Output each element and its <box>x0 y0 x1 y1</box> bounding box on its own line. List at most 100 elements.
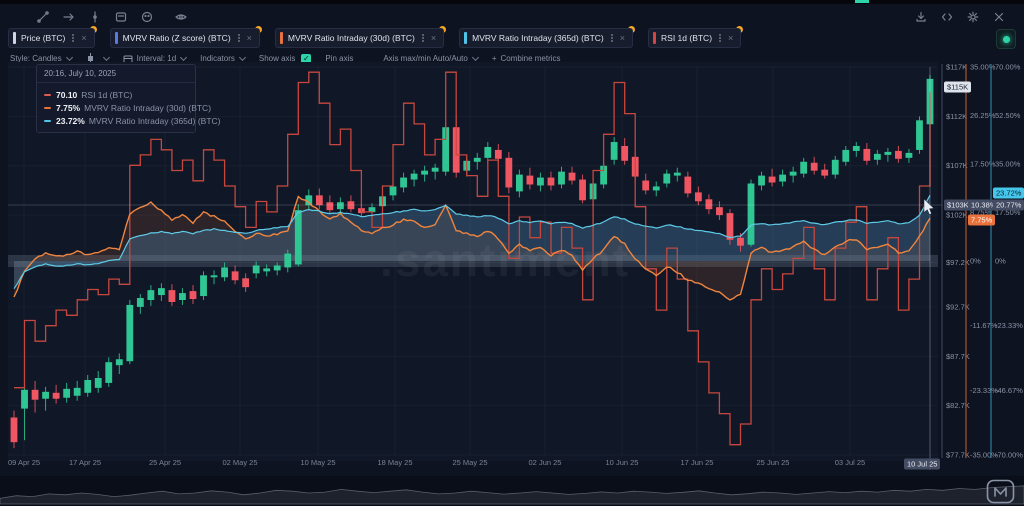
metric-tab[interactable]: MVRV Ratio Intraday (365d) (BTC) × <box>459 28 634 48</box>
vertical-line-icon[interactable] <box>86 8 104 26</box>
candle-body <box>905 152 913 158</box>
candle-body <box>568 172 576 181</box>
window-toolbar <box>912 8 1016 26</box>
candle-body <box>737 237 744 246</box>
tab-close-icon[interactable]: × <box>81 32 87 43</box>
show-axis-toggle[interactable]: Show axis ✓ <box>258 53 312 64</box>
mvrv30d-area <box>14 196 930 300</box>
timeline-sparkline <box>0 485 1024 505</box>
status-indicator-button[interactable] <box>996 29 1016 49</box>
price-value-badge: $115K <box>944 81 972 93</box>
settings-gear-icon[interactable] <box>964 8 982 26</box>
arrow-icon[interactable] <box>60 8 78 26</box>
metric-tab[interactable]: MVRV Ratio Intraday (30d) (BTC) × <box>274 28 445 48</box>
chart-settings-toolbar: Style: Candles Interval: 1d Indicators S… <box>10 53 575 64</box>
candle-body <box>726 213 734 240</box>
candle-body <box>10 417 18 443</box>
tab-menu-dots-icon[interactable] <box>610 37 613 39</box>
tab-label: MVRV Ratio Intraday (365d) (BTC) <box>472 33 604 43</box>
mvrv365-axis-tick-label: -23.33% <box>995 321 1023 330</box>
tab-close-icon[interactable]: × <box>430 32 437 43</box>
candle-body <box>758 175 765 186</box>
mouse-cursor <box>923 198 935 215</box>
santiment-logo <box>986 479 1016 506</box>
date-axis-label: 03 Jul 25 <box>835 458 865 467</box>
date-axis-label: 02 May 25 <box>222 458 257 467</box>
close-icon[interactable] <box>990 8 1008 26</box>
tab-close-icon[interactable]: × <box>246 32 252 43</box>
zero-baseline-band <box>8 255 938 267</box>
tab-close-icon[interactable]: × <box>728 32 734 43</box>
indicators-menu[interactable]: Indicators <box>200 53 246 63</box>
tab-label: RSI 1d (BTC) <box>661 33 713 43</box>
price-axis-tick-label: $107K <box>946 161 968 170</box>
candle-body <box>895 150 902 159</box>
tab-menu-dots-icon[interactable] <box>421 37 424 39</box>
timeline-scrubber[interactable] <box>0 476 1024 506</box>
mvrv30-axis-tick-label: -23.33% <box>970 386 998 395</box>
trend-line-icon[interactable] <box>34 8 52 26</box>
candle-body <box>263 268 271 272</box>
axis-mode-selector[interactable]: Axis max/min Auto/Auto <box>383 53 479 63</box>
candle-body <box>84 379 92 393</box>
combine-metrics-button[interactable]: + Combine metrics <box>492 54 561 63</box>
candle-body <box>663 173 671 184</box>
tooltip-datetime: 20:16, July 10, 2025 <box>37 65 195 83</box>
candle-body <box>389 186 397 196</box>
style-selector[interactable]: Style: Candles <box>10 53 73 63</box>
tab-menu-dots-icon[interactable] <box>237 37 240 39</box>
eye-icon[interactable] <box>172 8 190 26</box>
mvrv30-axis-tick-label: -11.67% <box>970 321 998 330</box>
plus-icon: + <box>491 54 497 63</box>
candle-body <box>547 177 555 186</box>
candle-body <box>158 288 165 296</box>
tab-color-bar <box>114 32 118 44</box>
mvrv365-axis-tick-label: 52.50% <box>995 111 1021 120</box>
tab-label: Price (BTC) <box>21 33 66 43</box>
metric-tab[interactable]: RSI 1d (BTC) × <box>648 28 742 48</box>
download-icon[interactable] <box>912 8 930 26</box>
price-axis-tick-label: $102K <box>946 211 968 220</box>
price-axis-tick-label: $117K <box>946 63 967 72</box>
crosshair-tooltip: 20:16, July 10, 2025 70.10 RSI 1d (BTC) 7.… <box>36 64 220 133</box>
mvrv365d-line <box>13 195 931 290</box>
candle-body <box>863 148 871 161</box>
pin-axis-button[interactable]: Pin axis <box>325 54 353 63</box>
date-axis-label: 10 Jun 25 <box>606 458 639 467</box>
candle-body <box>305 195 313 206</box>
candle-body <box>284 253 292 268</box>
candle-body <box>684 176 692 194</box>
note-icon[interactable] <box>112 8 130 26</box>
candle-body <box>242 278 250 288</box>
mvrv365-axis-tick-label: -46.67% <box>995 386 1023 395</box>
metric-value: 23.72% <box>56 116 85 126</box>
candle-body <box>400 177 407 188</box>
candle-body <box>442 127 450 172</box>
candle-body <box>315 195 323 206</box>
tooltip-metric-row: 7.75% MVRV Ratio Intraday (30d) (BTC) <box>44 103 211 113</box>
show-axis-label: Show axis <box>258 54 296 63</box>
mvrv30-axis-tick-label: 17.50% <box>970 160 996 169</box>
metric-tab[interactable]: MVRV Ratio (Z score) (BTC) × <box>109 28 260 48</box>
mvrv365-axis-tick-label: 17.50% <box>995 208 1021 217</box>
mvrv30-axis-tick-label: 8.75% <box>970 208 992 217</box>
crosshair-date-badge: 10 Jul 25 <box>904 458 941 470</box>
candle-body <box>779 174 786 182</box>
date-axis-label: 17 Jun 25 <box>681 458 714 467</box>
candle-body <box>747 183 755 245</box>
tab-close-icon[interactable]: × <box>619 32 626 43</box>
code-icon[interactable] <box>938 8 956 26</box>
mvrv30-axis-tick-label: 26.25% <box>970 111 996 120</box>
candle-body <box>694 192 702 202</box>
tooltip-rows: 70.10 RSI 1d (BTC) 7.75% MVRV Ratio Intrada… <box>37 83 220 132</box>
tab-menu-dots-icon[interactable] <box>719 37 722 39</box>
mvrv365-value-badge: 20.77% <box>993 199 1024 211</box>
tab-menu-dots-icon[interactable] <box>72 37 75 39</box>
date-axis-label: 25 Jun 25 <box>757 458 790 467</box>
metric-tab[interactable]: Price (BTC) × <box>8 28 95 48</box>
candle-body <box>294 210 302 265</box>
emoji-icon[interactable] <box>138 8 156 26</box>
show-axis-checkbox[interactable]: ✓ <box>301 53 312 64</box>
mvrv365-axis-tick-label: 35.00% <box>995 160 1021 169</box>
